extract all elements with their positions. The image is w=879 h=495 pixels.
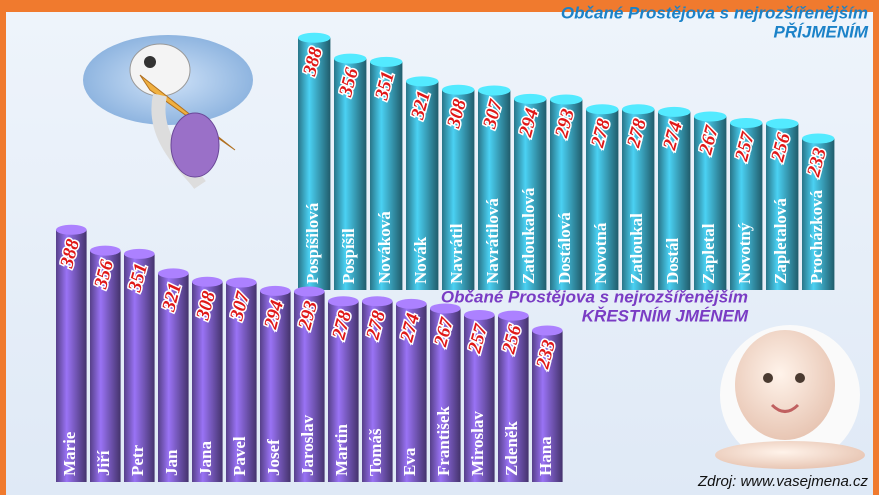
- category-label: Pavel: [230, 436, 249, 476]
- bar-cap: [586, 104, 618, 114]
- bar-cap: [328, 296, 359, 306]
- category-label: Procházková: [807, 189, 826, 284]
- category-label: Miroslav: [468, 411, 487, 476]
- category-label: Navrátil: [447, 223, 466, 284]
- category-label: Martin: [332, 424, 351, 476]
- category-label: Zapletal: [699, 223, 718, 284]
- bar-cap: [334, 54, 366, 64]
- chart-subtitle: PŘÍJMENÍM: [774, 22, 869, 41]
- category-label: Zapletalová: [771, 198, 790, 284]
- source: Zdroj: www.vasejmena.cz: [697, 473, 869, 490]
- bar-cap: [658, 107, 690, 117]
- bar-cap: [730, 118, 762, 128]
- infographic: Občané Prostějova s nejrozšířenějšímPŘÍJ…: [0, 0, 879, 495]
- chart-subtitle: KŘESTNÍM JMÉNEM: [582, 306, 749, 325]
- bar-cap: [396, 299, 427, 309]
- category-label: Jana: [196, 441, 215, 476]
- category-label: Novotná: [591, 222, 610, 284]
- category-label: Tomáš: [366, 428, 385, 476]
- category-label: Novák: [411, 236, 430, 284]
- category-label: Jan: [162, 449, 181, 476]
- bar-cap: [442, 85, 474, 95]
- category-label: Novotný: [735, 222, 754, 284]
- bar-cap: [514, 94, 546, 104]
- bar-group: Jan321: [158, 268, 189, 482]
- bar-cap: [298, 33, 330, 43]
- bar-group: Jaroslav293: [294, 287, 325, 482]
- bar-cap: [260, 286, 291, 296]
- bar-cap: [464, 310, 495, 320]
- bar-cap: [430, 303, 461, 313]
- bar-cap: [124, 249, 155, 259]
- bar-cap: [226, 277, 257, 287]
- category-label: František: [434, 406, 453, 476]
- category-label: Eva: [400, 447, 419, 476]
- category-label: Dostálová: [555, 212, 574, 284]
- bar-cap: [294, 287, 325, 297]
- category-label: Zatloukal: [627, 213, 646, 284]
- category-label: Hana: [536, 436, 555, 476]
- bar-cap: [498, 311, 529, 321]
- bar-cap: [90, 246, 121, 256]
- category-label: Pospíšil: [339, 228, 358, 284]
- bar-cap: [622, 104, 654, 114]
- bar-cap: [532, 326, 563, 336]
- bar-cap: [802, 134, 834, 144]
- category-label: Dostál: [663, 237, 682, 284]
- category-label: Zdeněk: [502, 421, 521, 476]
- bar-group: Zapletal267: [694, 111, 726, 290]
- bar-cap: [478, 85, 510, 95]
- category-label: Nováková: [375, 211, 394, 284]
- bar-group: Zatloukalová294: [514, 94, 546, 290]
- category-label: Zatloukalová: [519, 187, 538, 284]
- bar-cap: [550, 95, 582, 105]
- bar-cap: [694, 111, 726, 121]
- bar-cap: [406, 76, 438, 86]
- category-label: Petr: [128, 444, 147, 476]
- category-label: Jaroslav: [298, 414, 317, 476]
- chart-title: Občané Prostějova s nejrozšířenějším: [441, 287, 748, 306]
- bar-cap: [362, 296, 393, 306]
- category-label: Navrátilová: [483, 198, 502, 284]
- bar-cap: [56, 225, 87, 235]
- bar-group: Pospíšil356: [334, 54, 366, 290]
- category-label: Pospíšilová: [303, 202, 322, 284]
- bar-cap: [158, 268, 189, 278]
- bar-cap: [192, 277, 223, 287]
- category-label: Jiří: [94, 450, 113, 476]
- bar-cap: [370, 57, 402, 67]
- chart-title: Občané Prostějova s nejrozšířenějším: [561, 3, 868, 22]
- category-label: Marie: [60, 431, 79, 476]
- bar-group: Pospíšilová388: [298, 33, 330, 290]
- category-label: Josef: [264, 439, 283, 476]
- bar-cap: [766, 119, 798, 129]
